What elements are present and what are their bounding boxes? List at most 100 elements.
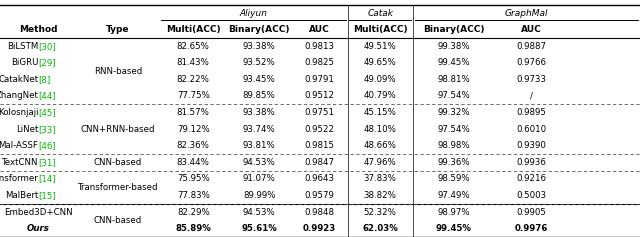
Text: 0.9847: 0.9847 xyxy=(304,158,334,167)
Text: 77.83%: 77.83% xyxy=(177,191,210,200)
Text: 0.9643: 0.9643 xyxy=(304,174,334,183)
Text: 0.9936: 0.9936 xyxy=(516,158,547,167)
Text: 37.83%: 37.83% xyxy=(364,174,397,183)
Text: 0.9923: 0.9923 xyxy=(303,224,335,233)
Text: CNN+RNN-based: CNN+RNN-based xyxy=(81,125,155,134)
Text: 0.9791: 0.9791 xyxy=(304,75,334,84)
Text: Mal-ASSF: Mal-ASSF xyxy=(0,141,38,150)
Text: 0.9887: 0.9887 xyxy=(516,42,547,51)
Text: Binary(ACC): Binary(ACC) xyxy=(423,25,484,34)
Text: 47.96%: 47.96% xyxy=(364,158,397,167)
Text: 93.45%: 93.45% xyxy=(243,75,276,84)
Text: 38.82%: 38.82% xyxy=(364,191,397,200)
Text: 98.59%: 98.59% xyxy=(438,174,470,183)
Text: [29]: [29] xyxy=(38,58,56,67)
Text: 0.9895: 0.9895 xyxy=(516,108,547,117)
Text: [33]: [33] xyxy=(38,125,56,134)
Text: [46]: [46] xyxy=(38,141,56,150)
Text: 0.9766: 0.9766 xyxy=(516,58,547,67)
Text: Catak: Catak xyxy=(367,9,393,18)
Text: 82.29%: 82.29% xyxy=(177,208,210,217)
Text: Transformer-based: Transformer-based xyxy=(77,183,158,192)
Text: Multi(ACC): Multi(ACC) xyxy=(166,25,221,34)
Text: 45.15%: 45.15% xyxy=(364,108,397,117)
Text: [31]: [31] xyxy=(38,158,56,167)
Text: 48.66%: 48.66% xyxy=(364,141,397,150)
Text: 49.51%: 49.51% xyxy=(364,42,397,51)
Text: 99.36%: 99.36% xyxy=(438,158,470,167)
Text: /: / xyxy=(530,91,533,100)
Text: 97.54%: 97.54% xyxy=(437,125,470,134)
Text: Multi(ACC): Multi(ACC) xyxy=(353,25,408,34)
Text: 98.98%: 98.98% xyxy=(438,141,470,150)
Text: 98.81%: 98.81% xyxy=(437,75,470,84)
Text: 75.95%: 75.95% xyxy=(177,174,210,183)
Text: LiNet: LiNet xyxy=(16,125,38,134)
Text: 0.9216: 0.9216 xyxy=(516,174,547,183)
Text: 97.49%: 97.49% xyxy=(438,191,470,200)
Text: 0.9512: 0.9512 xyxy=(304,91,334,100)
Text: 49.65%: 49.65% xyxy=(364,58,397,67)
Text: [30]: [30] xyxy=(38,42,56,51)
Text: [44]: [44] xyxy=(38,91,56,100)
Text: BiLSTM: BiLSTM xyxy=(7,42,38,51)
Text: [8]: [8] xyxy=(38,75,51,84)
Text: 40.79%: 40.79% xyxy=(364,91,397,100)
Text: [14]: [14] xyxy=(38,174,56,183)
Text: TextCNN: TextCNN xyxy=(2,158,38,167)
Text: 0.9905: 0.9905 xyxy=(516,208,547,217)
Text: 97.54%: 97.54% xyxy=(437,91,470,100)
Text: 48.10%: 48.10% xyxy=(364,125,397,134)
Text: 79.12%: 79.12% xyxy=(177,125,210,134)
Text: [15]: [15] xyxy=(38,191,56,200)
Text: Binary(ACC): Binary(ACC) xyxy=(228,25,290,34)
Text: 89.99%: 89.99% xyxy=(243,191,275,200)
Text: Transformer: Transformer xyxy=(0,174,38,183)
Text: ZhangNet: ZhangNet xyxy=(0,91,38,100)
Text: 62.03%: 62.03% xyxy=(362,224,398,233)
Text: Kolosnjaji: Kolosnjaji xyxy=(0,108,38,117)
Text: 0.6010: 0.6010 xyxy=(516,125,547,134)
Text: GraphMal: GraphMal xyxy=(505,9,548,18)
Text: BiGRU: BiGRU xyxy=(11,58,38,67)
Text: 85.89%: 85.89% xyxy=(175,224,211,233)
Text: 93.74%: 93.74% xyxy=(243,125,276,134)
Text: 99.32%: 99.32% xyxy=(438,108,470,117)
Text: 0.9390: 0.9390 xyxy=(516,141,547,150)
Text: MalBert: MalBert xyxy=(5,191,38,200)
Text: 81.57%: 81.57% xyxy=(177,108,210,117)
Text: 0.5003: 0.5003 xyxy=(516,191,547,200)
Text: 93.38%: 93.38% xyxy=(243,42,276,51)
Text: AUC: AUC xyxy=(521,25,542,34)
Text: RNN-based: RNN-based xyxy=(93,67,142,76)
Text: Method: Method xyxy=(19,25,58,34)
Text: 0.9825: 0.9825 xyxy=(304,58,334,67)
Text: 0.9848: 0.9848 xyxy=(304,208,334,217)
Text: 91.07%: 91.07% xyxy=(243,174,276,183)
Text: 89.85%: 89.85% xyxy=(243,91,276,100)
Text: 81.43%: 81.43% xyxy=(177,58,210,67)
Text: 94.53%: 94.53% xyxy=(243,158,276,167)
Text: Aliyun: Aliyun xyxy=(239,9,267,18)
Text: 0.9815: 0.9815 xyxy=(304,141,334,150)
Text: 0.9751: 0.9751 xyxy=(304,108,334,117)
Text: CNN-based: CNN-based xyxy=(93,216,142,225)
Text: Ours: Ours xyxy=(27,224,50,233)
Text: 94.53%: 94.53% xyxy=(243,208,276,217)
Text: 0.9522: 0.9522 xyxy=(304,125,334,134)
Text: CNN-based: CNN-based xyxy=(93,158,142,167)
Text: 0.9976: 0.9976 xyxy=(515,224,548,233)
Text: 0.9579: 0.9579 xyxy=(304,191,334,200)
Text: 82.36%: 82.36% xyxy=(177,141,210,150)
Text: 77.75%: 77.75% xyxy=(177,91,210,100)
Text: 93.81%: 93.81% xyxy=(243,141,276,150)
Text: AUC: AUC xyxy=(308,25,330,34)
Text: 52.32%: 52.32% xyxy=(364,208,397,217)
Text: 98.97%: 98.97% xyxy=(438,208,470,217)
Text: 93.38%: 93.38% xyxy=(243,108,276,117)
Text: 99.38%: 99.38% xyxy=(438,42,470,51)
Text: Type: Type xyxy=(106,25,129,34)
Text: 49.09%: 49.09% xyxy=(364,75,396,84)
Text: 83.44%: 83.44% xyxy=(177,158,210,167)
Text: 82.65%: 82.65% xyxy=(177,42,210,51)
